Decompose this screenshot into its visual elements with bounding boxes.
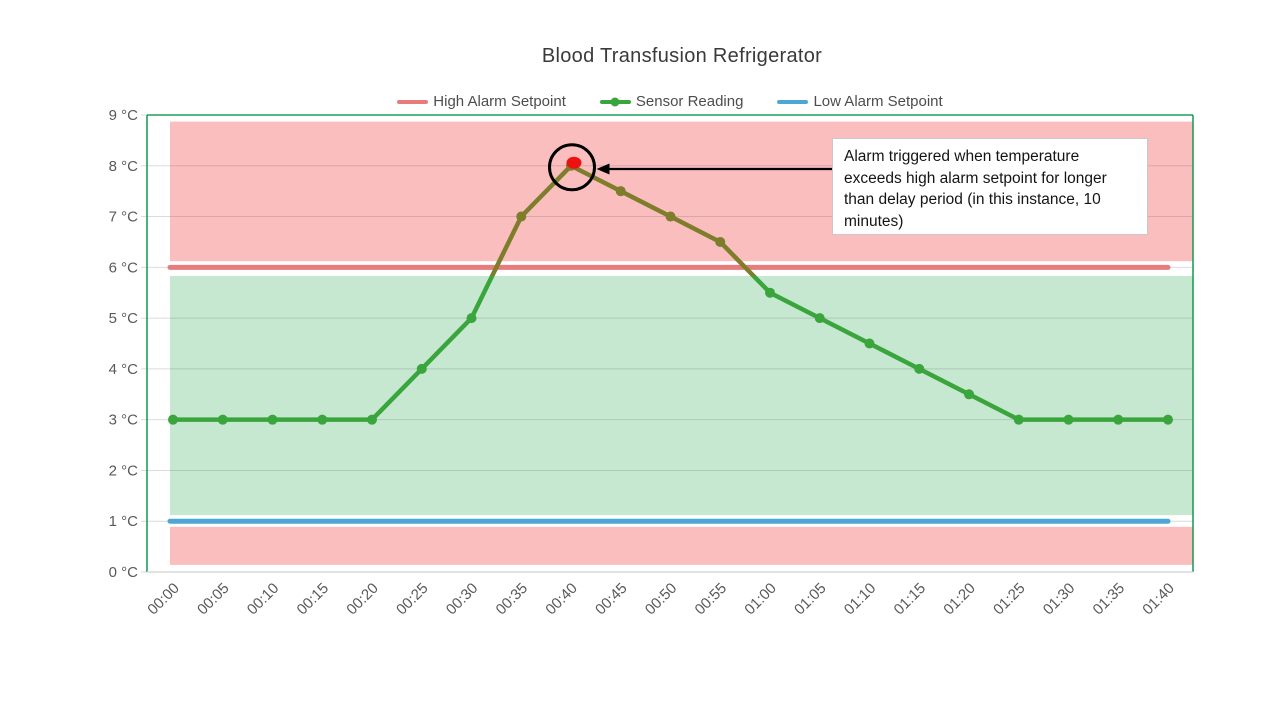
data-point-marker [466,313,477,324]
sensor-line [173,275,1168,422]
x-tick-label: 01:05 [791,580,830,619]
y-tick-label: 5 °C [109,310,139,327]
data-point-marker [1113,414,1124,425]
data-point-marker [317,414,328,425]
x-tick-label: 00:10 [244,580,283,619]
legend-item-low-alarm: Low Alarm Setpoint [777,93,943,110]
data-point-marker [267,414,278,425]
x-tick-label: 00:15 [294,580,333,619]
data-point-marker [964,389,974,400]
data-point-marker [765,287,775,298]
data-point-marker [615,186,626,197]
x-tick-label: 01:00 [741,580,780,619]
alarm-annotation-box: Alarm triggered when temperature exceeds… [832,138,1148,235]
legend-label: High Alarm Setpoint [433,93,566,110]
x-tick-label: 00:20 [343,580,382,619]
x-tick-label: 01:30 [1040,580,1079,619]
x-tick-label: 01:35 [1090,580,1129,619]
x-tick-label: 00:55 [692,580,731,619]
data-point-marker [864,338,875,349]
legend-label: Sensor Reading [635,93,744,110]
data-point-marker [665,211,676,222]
y-tick-label: 3 °C [109,412,139,429]
band-safe-zone [170,275,1193,516]
data-point-marker [168,414,178,425]
y-tick-label: 4 °C [109,361,139,378]
legend: High Alarm Setpoint Sensor Reading Low A… [147,93,1193,110]
x-tick-label: 00:35 [493,580,532,619]
data-point-marker [217,414,228,425]
legend-item-high-alarm: High Alarm Setpoint [397,93,566,110]
y-tick-label: 7 °C [109,209,139,226]
data-point-marker [814,313,825,324]
annotation-arrowhead-icon [596,163,610,175]
x-tick-label: 00:00 [144,580,183,619]
data-point-marker [1013,414,1024,425]
y-tick-label: 9 °C [109,107,139,124]
legend-item-sensor-reading: Sensor Reading [599,93,744,110]
y-tick-label: 6 °C [109,259,139,276]
x-tick-label: 01:40 [1139,580,1178,619]
data-point-marker [416,363,427,374]
alarm-highlight-circle [548,143,596,192]
x-tick-label: 01:10 [841,580,880,619]
high-alarm-line-swatch-icon [397,99,429,104]
y-tick-label: 8 °C [109,158,139,175]
data-point-marker [715,236,726,247]
chart-title: Blood Transfusion Refrigerator [541,45,823,67]
y-tick-label: 0 °C [109,564,139,581]
x-tick-label: 01:25 [990,580,1029,619]
legend-label: Low Alarm Setpoint [813,93,943,110]
band-low-alarm-zone [170,526,1193,565]
x-tick-label: 00:05 [194,580,233,619]
data-point-marker [914,363,925,374]
data-point-marker [367,414,377,425]
data-point-marker [1163,414,1173,425]
x-tick-label: 00:30 [443,580,482,619]
low-alarm-line-swatch-icon [777,99,809,104]
sensor-line-swatch-icon [599,97,631,106]
data-point-marker [1063,414,1074,425]
data-point-marker [516,211,527,222]
sensor-marker-dot-icon [610,97,620,106]
y-tick-label: 2 °C [109,462,139,479]
x-tick-label: 00:50 [642,580,681,619]
x-tick-label: 00:25 [393,580,432,619]
x-tick-label: 00:45 [592,580,631,619]
x-tick-label: 01:15 [891,580,930,619]
x-tick-label: 01:20 [940,580,979,619]
alarm-point-dot [566,156,582,169]
y-tick-label: 1 °C [109,513,139,530]
x-tick-label: 00:40 [542,580,581,619]
